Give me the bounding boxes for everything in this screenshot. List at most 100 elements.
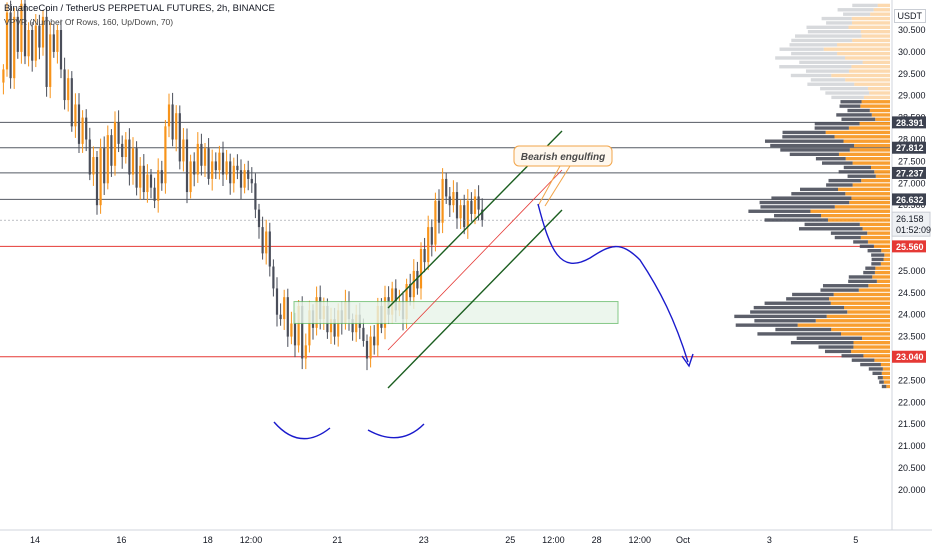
vpvr-down-bar <box>796 336 863 340</box>
vpvr-down-bar <box>822 284 869 288</box>
projection-arrowhead <box>681 353 694 368</box>
volume-profile <box>734 3 890 389</box>
candle-body <box>470 200 473 214</box>
vpvr-down-bar <box>799 60 863 65</box>
candle-body <box>459 205 462 219</box>
candle-body <box>9 12 12 79</box>
vpvr-up-bar <box>880 262 890 266</box>
vpvr-down-bar <box>837 8 874 12</box>
vpvr-down-bar <box>815 157 846 161</box>
vpvr-up-bar <box>863 354 890 358</box>
candle-body <box>207 148 210 179</box>
price-tick-label: 22.000 <box>898 397 926 407</box>
vpvr-up-bar <box>884 253 890 257</box>
vpvr-up-bar <box>815 319 890 323</box>
candle-body <box>189 161 192 193</box>
demand-zone <box>293 301 619 324</box>
vpvr-up-bar <box>874 358 890 362</box>
vpvr-up-bar <box>834 135 890 139</box>
time-tick-label: 12:00 <box>240 535 263 545</box>
indicator-legend[interactable]: VPVR (Number Of Rows, 160, Up/Down, 70) <box>4 17 174 27</box>
projection-curve <box>537 203 689 363</box>
candle-body <box>67 78 70 101</box>
candle-body <box>423 249 426 263</box>
candle-body <box>193 161 196 175</box>
vpvr-up-bar <box>867 86 890 91</box>
candle-body <box>185 139 189 193</box>
candle-body <box>200 143 203 166</box>
candle-body <box>103 148 106 184</box>
vpvr-down-bar <box>843 165 872 170</box>
vpvr-down-bar <box>841 117 876 121</box>
candle-body <box>236 165 239 171</box>
level-price-label: 26.632 <box>896 195 924 205</box>
vpvr-down-bar <box>830 231 868 235</box>
vpvr-down-bar <box>764 301 831 305</box>
vpvr-down-bar <box>757 332 842 336</box>
vpvr-down-bar <box>871 253 885 257</box>
vpvr-up-bar <box>852 161 890 165</box>
candle-body <box>286 297 289 337</box>
vpvr-down-bar <box>791 38 853 43</box>
channel-mid-line <box>387 169 563 351</box>
vpvr-down-bar <box>822 161 853 165</box>
time-tick-label: 3 <box>767 535 772 545</box>
vpvr-up-bar <box>851 16 890 21</box>
vpvr-up-bar <box>858 288 890 292</box>
price-tick-label: 21.500 <box>898 419 926 429</box>
candle-body <box>473 196 477 214</box>
candle-body <box>308 310 311 346</box>
candle-body <box>301 305 304 359</box>
level-price-tag <box>892 116 926 129</box>
candle-body <box>239 170 243 188</box>
vpvr-down-bar <box>759 200 850 205</box>
vpvr-down-bar <box>807 30 861 34</box>
vpvr-down-bar <box>782 130 826 135</box>
candle-body <box>409 284 412 298</box>
candle-body <box>373 336 376 346</box>
candle-body <box>265 231 268 254</box>
vpvr-down-bar <box>872 371 882 376</box>
time-tick-label: 28 <box>592 535 602 545</box>
vpvr-up-bar <box>859 222 890 227</box>
vpvr-up-bar <box>845 56 890 60</box>
candle-body <box>121 143 124 158</box>
vpvr-up-bar <box>869 91 890 95</box>
vpvr-up-bar <box>847 310 890 314</box>
vpvr-down-bar <box>821 16 852 21</box>
vpvr-up-bar <box>849 200 890 205</box>
candle-body <box>160 170 163 184</box>
vpvr-down-bar <box>764 139 844 143</box>
candle-body <box>441 178 444 223</box>
vpvr-down-bar <box>774 213 822 218</box>
vpvr-down-bar <box>753 305 845 310</box>
vpvr-up-bar <box>873 244 890 248</box>
vpvr-down-bar <box>847 174 876 178</box>
vpvr-up-bar <box>848 126 890 130</box>
vpvr-down-bar <box>734 314 827 319</box>
candle-body <box>362 327 365 341</box>
vpvr-down-bar <box>775 56 846 60</box>
vpvr-down-bar <box>867 249 882 253</box>
vpvr-up-bar <box>823 47 890 51</box>
candle-body <box>23 3 27 57</box>
candle-body <box>16 16 19 52</box>
candle-body <box>85 117 88 140</box>
vpvr-down-bar <box>868 367 883 371</box>
vpvr-down-bar <box>810 78 846 82</box>
vpvr-down-bar <box>750 310 848 314</box>
time-tick-label: 23 <box>419 535 429 545</box>
vpvr-down-bar <box>775 327 832 332</box>
vpvr-down-bar <box>789 152 839 157</box>
candle-body <box>283 297 286 320</box>
vpvr-up-bar <box>831 73 890 78</box>
currency-badge[interactable]: USDT <box>893 9 926 23</box>
vpvr-down-bar <box>847 108 870 113</box>
vpvr-up-bar <box>851 349 890 354</box>
vpvr-up-bar <box>873 8 890 12</box>
time-tick-label: 21 <box>332 535 342 545</box>
vpvr-down-bar <box>814 126 849 130</box>
vpvr-down-bar <box>790 73 832 78</box>
candle-body <box>95 157 99 206</box>
